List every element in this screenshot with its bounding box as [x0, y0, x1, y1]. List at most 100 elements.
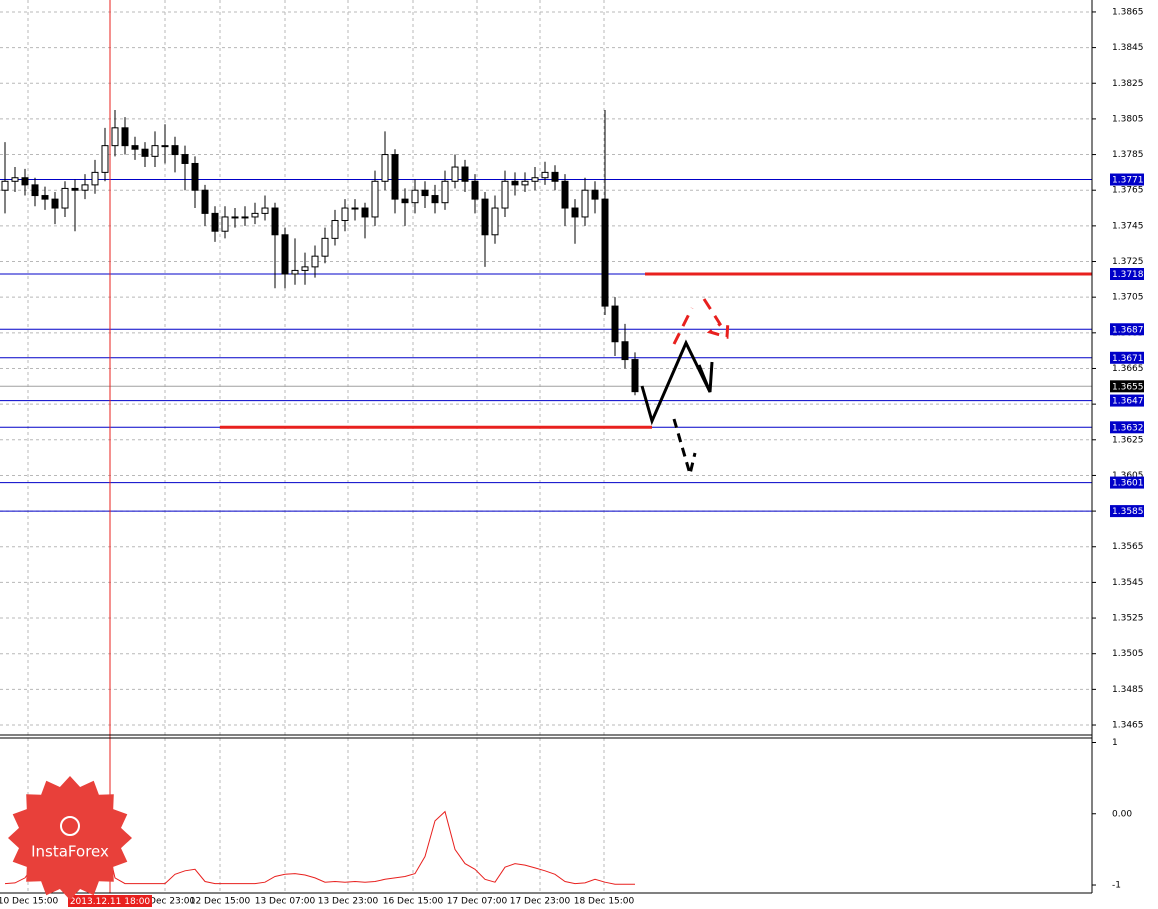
y-tick-label: 1.3565 — [1112, 542, 1144, 552]
current-price-box — [1110, 380, 1144, 393]
y-tick-label: 1.3825 — [1112, 79, 1144, 89]
y-tick-label: 1.3725 — [1112, 257, 1144, 267]
grid — [0, 0, 1092, 893]
candle-body — [221, 216, 229, 232]
level-label: 1.3771 — [1112, 176, 1144, 186]
y-tick-label: 1.3625 — [1112, 435, 1144, 445]
candle-body — [361, 207, 369, 218]
x-tick-label: 10 Dec 15:00 — [0, 897, 59, 907]
y-tick-label: 1.3865 — [1112, 7, 1144, 17]
y-tick-label: 1.3705 — [1112, 293, 1144, 303]
candle-body — [571, 207, 579, 218]
candle-body — [111, 127, 119, 147]
candle-body — [431, 195, 439, 204]
y-tick-label: 1.3485 — [1112, 685, 1144, 695]
candle-body — [621, 341, 629, 361]
candle-body — [201, 189, 209, 214]
candle-body — [161, 145, 169, 148]
y-tick-label: 1.3765 — [1112, 186, 1144, 196]
candle-body — [211, 212, 219, 232]
indicator-tick-label: -1 — [1112, 881, 1121, 891]
level-label: 1.3671 — [1112, 354, 1144, 364]
indicator-tick-label: 0.00 — [1112, 809, 1132, 819]
level-label-box — [1110, 394, 1144, 407]
candle-body — [101, 145, 109, 173]
projection-arrows — [640, 298, 730, 480]
logo-badge — [8, 776, 132, 900]
candle-body — [601, 198, 609, 307]
level-label-box — [1110, 173, 1144, 186]
level-label: 1.3632 — [1112, 423, 1144, 433]
level-label-box — [1110, 351, 1144, 364]
candle-body — [501, 180, 509, 209]
candle-body — [321, 237, 329, 257]
candle-body — [591, 189, 599, 200]
y-tick-label: 1.3505 — [1112, 649, 1144, 659]
time-marker-label: 2013.12.11 18:00 — [70, 897, 151, 907]
current-price-label: 1.3655 — [1112, 382, 1144, 392]
candle-body — [81, 184, 89, 191]
candle-body — [251, 212, 259, 218]
logo: InstaForex — [8, 776, 132, 900]
x-tick-label: 12 Dec 15:00 — [190, 897, 251, 907]
candle-body — [1, 180, 9, 191]
indicator-tick-label: 1 — [1112, 738, 1118, 748]
candle-body — [141, 148, 149, 157]
candle-body — [241, 216, 249, 219]
candle-body — [301, 266, 309, 271]
candle-body — [11, 177, 19, 182]
x-tick-label: 17 Dec 07:00 — [447, 897, 508, 907]
projection-dashed — [672, 418, 697, 480]
watermark: InstaForex — [31, 843, 109, 861]
y-tick-label: 1.3545 — [1112, 578, 1144, 588]
x-tick-label: 17 Dec 23:00 — [510, 897, 571, 907]
candle-body — [281, 234, 289, 275]
y-tick-label: 1.3845 — [1112, 43, 1144, 53]
candle-body — [181, 154, 189, 164]
x-tick-label: 13 Dec 23:00 — [318, 897, 379, 907]
level-label-box — [1110, 505, 1144, 518]
candle-body — [171, 145, 179, 156]
candle-body — [231, 216, 239, 219]
candle-body — [411, 189, 419, 204]
x-tick-label: 13 Dec 07:00 — [255, 897, 316, 907]
candle-body — [41, 195, 49, 200]
candle-body — [491, 207, 499, 236]
candle-body — [511, 180, 519, 186]
candle-body — [521, 180, 529, 186]
y-tick-label: 1.3465 — [1112, 721, 1144, 731]
projection-red — [672, 307, 694, 345]
level-label: 1.3585 — [1112, 507, 1144, 517]
x-tick-label: 16 Dec 15:00 — [383, 897, 444, 907]
candle-body — [341, 207, 349, 222]
candle-body — [471, 180, 479, 200]
candle-body — [31, 184, 39, 197]
level-label-box — [1110, 323, 1144, 336]
candle-body — [391, 154, 399, 200]
level-label: 1.3718 — [1112, 270, 1144, 280]
candle-body — [311, 255, 319, 268]
candle-body — [531, 177, 539, 182]
y-tick-label: 1.3785 — [1112, 150, 1144, 160]
y-tick-label: 1.3665 — [1112, 364, 1144, 374]
candle-body — [151, 145, 159, 157]
level-label-box — [1110, 267, 1144, 280]
x-tick-label: 18 Dec 15:00 — [574, 897, 635, 907]
candle-body — [461, 166, 469, 182]
candle-body — [481, 198, 489, 236]
candle-body — [551, 171, 559, 182]
candle-body — [581, 189, 589, 218]
candle-body — [61, 187, 69, 209]
y-tick-label: 1.3745 — [1112, 221, 1144, 231]
candle-body — [631, 359, 639, 393]
projection-red-arrow — [702, 298, 730, 339]
candle-body — [131, 145, 139, 150]
candle-body — [371, 180, 379, 218]
candle-body — [91, 171, 99, 186]
candle-body — [611, 305, 619, 343]
candle-body — [331, 220, 339, 239]
candle-body — [381, 154, 389, 182]
candle-body — [451, 166, 459, 182]
